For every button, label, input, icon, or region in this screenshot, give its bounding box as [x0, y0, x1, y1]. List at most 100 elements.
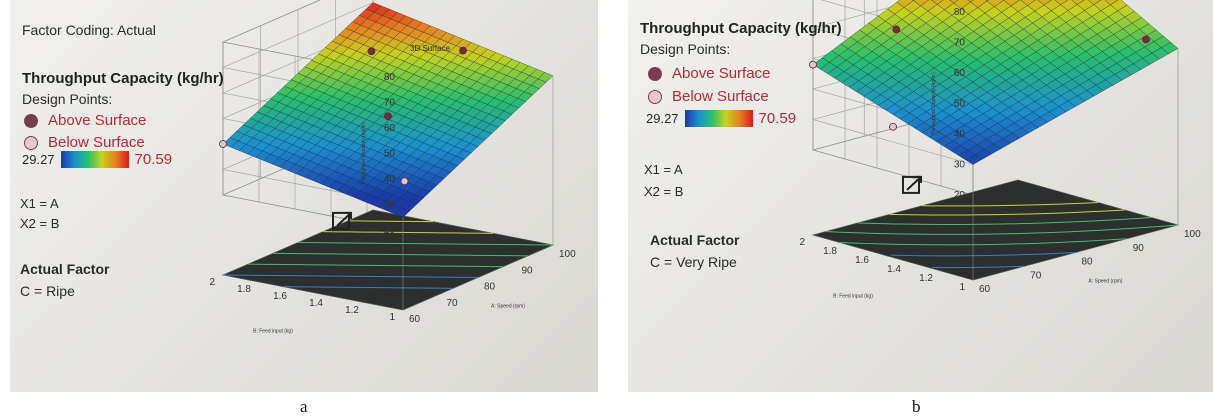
contour-line: [247, 263, 504, 268]
scale-min-value: 29.27: [22, 152, 55, 167]
design-point-below: [809, 60, 817, 69]
expand-arrow: [336, 211, 352, 227]
y-axis-title: B: Feed input (kg): [253, 329, 293, 335]
above-surface-label: Above Surface: [48, 112, 147, 129]
y-tick-label: 1.4: [887, 264, 901, 275]
x-tick-label: 60: [409, 314, 421, 325]
y-tick-label: 2: [209, 277, 215, 288]
z-tick-label: 30: [954, 160, 966, 171]
surface-cell: [967, 0, 974, 3]
contour-line: [921, 202, 1099, 207]
color-scale-bar: [684, 110, 753, 127]
design-point-below: [400, 177, 409, 186]
color-scale-bar: [60, 151, 129, 168]
contour-floor: [811, 179, 1180, 281]
scale-max-value: 70.59: [134, 151, 173, 168]
y-axis-title: B: Feed input (kg): [833, 294, 873, 300]
below-surface-label: Below Surface: [48, 134, 145, 151]
expand-box: [902, 175, 920, 194]
contour-line: [857, 217, 1152, 225]
x2-definition: X2 = B: [20, 216, 60, 231]
y-tick-label: 1.6: [855, 255, 869, 266]
surface-cell: [931, 0, 944, 5]
z-tick-label: 20: [384, 225, 396, 236]
contour-line: [297, 242, 554, 246]
z-tick-label: 50: [954, 99, 966, 110]
design-point-below: [889, 122, 897, 131]
z-tick-label: 60: [954, 68, 966, 79]
contour-line: [347, 220, 434, 223]
z-axis-title: Throughput Capacity (kg/hr): [931, 72, 937, 135]
contour-line: [272, 252, 529, 257]
contour-line: [889, 209, 1125, 216]
axis-labels: 20 30 40 50 60 70 80 60 70 80 90 100 1 1.2 1.4 1.6 1.8 2 A…: [799, 7, 1201, 300]
x-tick-label: 70: [447, 298, 459, 309]
design-point-below: [219, 140, 227, 148]
legend-above: Above Surface: [648, 65, 770, 82]
contour-line: [932, 265, 1025, 269]
contour-line: [222, 274, 479, 278]
y-tick-label: 1.6: [273, 291, 287, 302]
y-tick-label: 1.8: [237, 284, 251, 295]
z-axis-title: Throughput Capacity (kg/hr): [361, 122, 367, 185]
z-tick-label: 70: [954, 38, 966, 49]
response-surface: [222, 2, 554, 218]
surface-title: 3D Surface: [410, 44, 451, 53]
expand-box: [332, 211, 350, 230]
expand-arrow-icon: [902, 175, 922, 194]
y-tick-label: 2: [799, 237, 805, 248]
panel-b: 20 30 40 50 60 70 80 60 70 80 90 100 1 1.2 1.4 1.6 1.8 2 A…: [628, 0, 1213, 392]
surface-cell: [949, 0, 959, 4]
x1-definition: X1 = A: [20, 196, 59, 211]
expand-arrow: [906, 175, 922, 191]
contour-line: [825, 224, 1179, 235]
below-surface-dot-icon: [648, 89, 662, 104]
subfigure-label-a: a: [300, 397, 308, 416]
x-tick-label: 100: [559, 249, 576, 260]
contour-floor: [221, 209, 555, 311]
contour-line: [322, 231, 494, 234]
x-tick-label: 90: [522, 265, 534, 276]
y-tick-label: 1.4: [309, 298, 323, 309]
z-tick-label: 70: [384, 98, 396, 109]
z-tick-label: 50: [384, 149, 396, 160]
y-tick-label: 1: [389, 312, 395, 323]
scale-min-value: 29.27: [646, 111, 679, 126]
surface-cell: [537, 72, 554, 83]
z-tick-label: 40: [954, 129, 966, 140]
design-point-above: [384, 112, 392, 121]
y-tick-label: 1.2: [345, 305, 359, 316]
design-point-above: [367, 47, 376, 56]
response-title: Throughput Capacity (kg/hr): [22, 70, 224, 87]
z-tick-label: 60: [384, 123, 396, 134]
color-scale: 29.27 70.59: [646, 110, 796, 127]
subfigure-label-b: b: [912, 397, 921, 416]
x-axis-title: A: Speed (rpm): [1089, 279, 1123, 285]
below-surface-dot-icon: [24, 135, 38, 150]
x-tick-label: 70: [1030, 270, 1042, 281]
x-tick-label: 80: [1082, 257, 1094, 268]
legend-below: Below Surface: [648, 88, 769, 105]
expand-arrow-icon: [332, 211, 352, 230]
z-tick-label: 80: [954, 7, 966, 18]
design-points-label: Design Points:: [22, 91, 113, 107]
above-surface-dot-icon: [24, 113, 38, 128]
x-tick-label: 90: [1133, 243, 1145, 254]
actual-factor-title: Actual Factor: [20, 261, 110, 277]
design-point-above: [1142, 35, 1150, 44]
y-tick-label: 1.8: [823, 246, 837, 257]
z-tick-label: 20: [954, 190, 966, 201]
design-point-above: [892, 25, 901, 34]
contour-line: [282, 286, 454, 289]
response-title: Throughput Capacity (kg/hr): [640, 20, 842, 37]
front-edges: [972, 48, 1179, 280]
actual-factor-value: C = Very Ripe: [650, 254, 737, 270]
color-scale: 29.27 70.59: [22, 151, 172, 168]
front-edges: [402, 75, 554, 310]
response-surface: [812, 0, 1179, 165]
surface-cell: [1161, 42, 1179, 54]
design-point-above: [459, 46, 467, 55]
design-points: [809, 25, 1150, 131]
y-tick-label: 1.2: [919, 273, 933, 284]
axis-labels: 20 30 40 50 60 70 80 60 70 80 90 100 1 1.2 1.4 1.6 1.8 2 A…: [209, 72, 576, 335]
